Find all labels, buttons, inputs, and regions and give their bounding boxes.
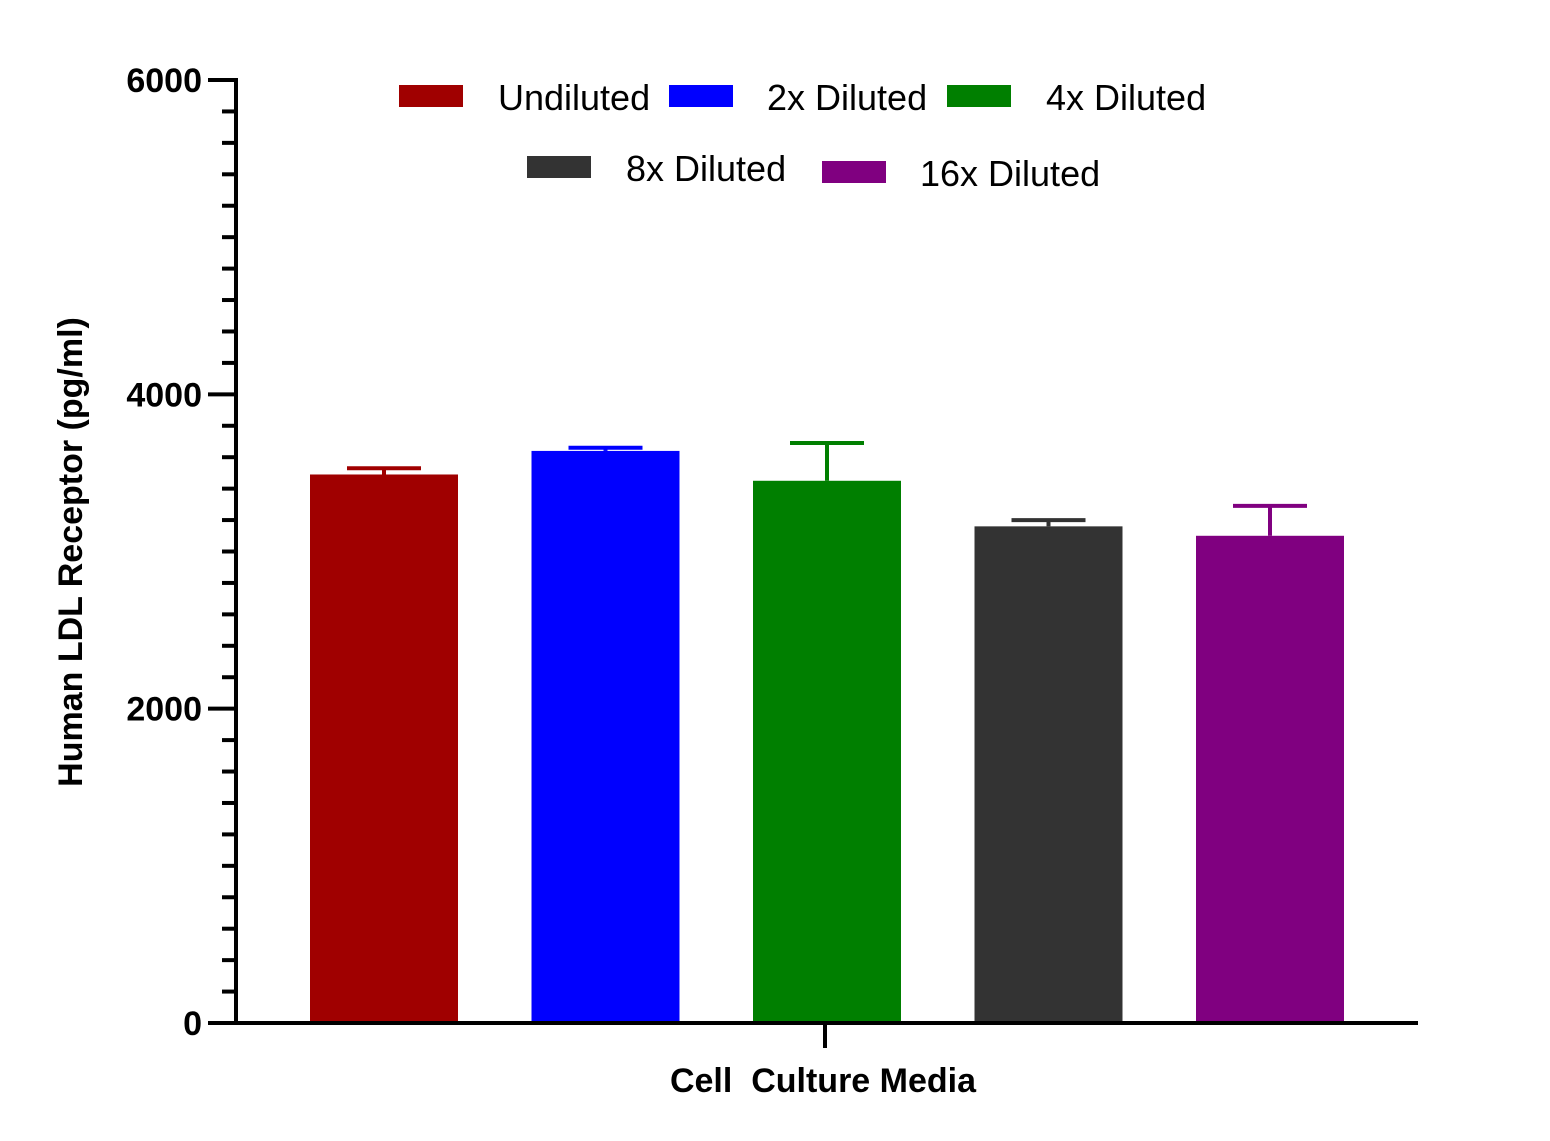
legend-label: Undiluted: [498, 77, 650, 118]
y-tick-label: 2000: [126, 691, 202, 729]
y-axis: 0 2000 4000 6000: [126, 62, 238, 1043]
legend-swatch: [527, 156, 591, 178]
legend-swatch: [822, 161, 886, 183]
bars-group: [310, 450, 1344, 1023]
legend-label: 8x Diluted: [626, 148, 786, 189]
legend-label: 16x Diluted: [920, 153, 1100, 194]
error-bars-group: [347, 441, 1307, 536]
bar: [1196, 535, 1344, 1023]
bar: [310, 474, 458, 1023]
y-tick-label: 0: [183, 1005, 202, 1043]
y-tick-label: 4000: [126, 376, 202, 414]
legend: Undiluted 2x Diluted 4x Diluted 8x Diluted 1…: [399, 77, 1206, 194]
legend-label: 4x Diluted: [1046, 77, 1206, 118]
legend-swatch: [399, 85, 463, 107]
bar: [531, 450, 680, 1023]
legend-swatch: [669, 85, 733, 107]
bar: [753, 480, 901, 1023]
x-axis-title: Cell Culture Media: [670, 1062, 977, 1100]
legend-label: 2x Diluted: [767, 77, 927, 118]
y-axis-title: Human LDL Receptor (pg/ml): [52, 317, 90, 787]
legend-swatch: [947, 85, 1011, 107]
bar: [974, 526, 1123, 1023]
y-tick-label: 6000: [126, 62, 202, 100]
x-axis: [234, 1021, 1418, 1048]
